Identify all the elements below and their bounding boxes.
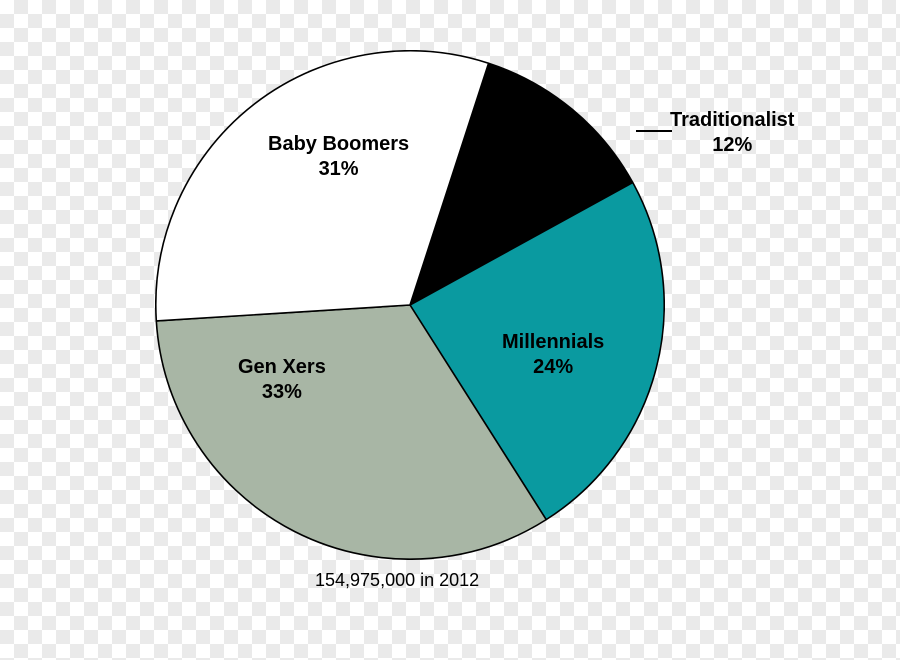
label-millennials-name: Millennials <box>502 330 604 355</box>
label-babyboomers-name: Baby Boomers <box>268 132 409 157</box>
label-genxers-name: Gen Xers <box>238 355 326 380</box>
label-millennials: Millennials 24% <box>502 330 604 380</box>
label-babyboomers-pct: 31% <box>268 157 409 182</box>
label-millennials-pct: 24% <box>502 355 604 380</box>
chart-caption: 154,975,000 in 2012 <box>315 570 479 591</box>
chart-canvas: Baby Boomers 31% Gen Xers 33% Millennial… <box>0 0 900 660</box>
leader-line-traditionalist <box>636 130 672 132</box>
pie-chart <box>155 50 665 560</box>
label-traditionalist-name: Traditionalist <box>670 108 794 133</box>
label-babyboomers: Baby Boomers 31% <box>268 132 409 182</box>
label-traditionalist: Traditionalist 12% <box>670 108 794 158</box>
label-traditionalist-pct: 12% <box>670 133 794 158</box>
label-genxers-pct: 33% <box>238 380 326 405</box>
label-genxers: Gen Xers 33% <box>238 355 326 405</box>
